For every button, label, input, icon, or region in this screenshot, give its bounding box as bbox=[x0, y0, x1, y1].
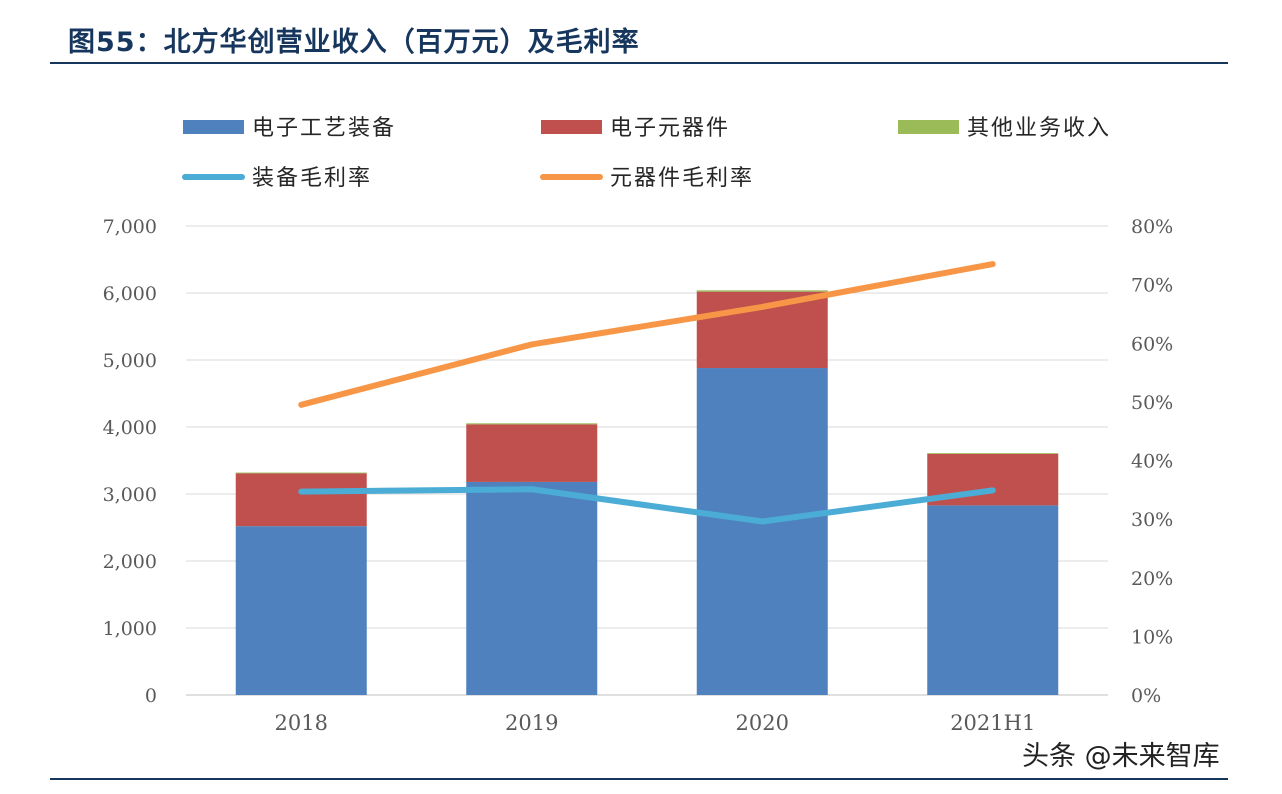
y-right-tick-label: 80% bbox=[1131, 216, 1173, 238]
y-left-tick-label: 7,000 bbox=[103, 216, 157, 238]
y-left-tick-label: 0 bbox=[145, 685, 157, 707]
lines bbox=[298, 261, 996, 525]
chart-title: 图55：北方华创营业收入（百万元）及毛利率 bbox=[68, 27, 640, 58]
legend-swatch bbox=[183, 120, 244, 134]
bar-segment bbox=[696, 368, 828, 695]
y-axis-left: 0 1,000 2,000 3,000 4,000 5,000 6,000 7,000 bbox=[103, 216, 157, 707]
legend-label: 电子元器件 bbox=[610, 116, 730, 141]
x-tick-label: 2021H1 bbox=[950, 711, 1035, 735]
y-right-tick-label: 20% bbox=[1131, 568, 1173, 590]
bottom-divider bbox=[50, 778, 1228, 780]
bar-segment bbox=[696, 291, 828, 369]
y-right-tick-label: 10% bbox=[1131, 626, 1173, 648]
bars bbox=[235, 290, 1059, 695]
legend-swatch bbox=[541, 120, 602, 134]
y-right-tick-label: 0% bbox=[1131, 685, 1161, 707]
x-tick-label: 2019 bbox=[505, 711, 558, 735]
bar-segment bbox=[466, 424, 598, 482]
legend-label: 其他业务收入 bbox=[967, 116, 1111, 141]
x-tick-label: 2018 bbox=[275, 711, 328, 735]
series-line bbox=[298, 486, 996, 525]
y-right-tick-label: 70% bbox=[1131, 275, 1173, 297]
y-right-tick-label: 60% bbox=[1131, 333, 1173, 355]
bar-segment bbox=[235, 472, 367, 474]
y-right-tick-label: 50% bbox=[1131, 392, 1173, 414]
y-left-tick-label: 1,000 bbox=[103, 618, 157, 640]
y-left-tick-label: 2,000 bbox=[103, 551, 157, 573]
bar-segment bbox=[235, 526, 367, 695]
x-axis: 2018 2019 2020 2021H1 bbox=[275, 711, 1036, 735]
x-tick-label: 2020 bbox=[736, 711, 789, 735]
watermark: 头条 @未来智库 bbox=[1022, 741, 1220, 772]
top-divider bbox=[50, 62, 1228, 64]
y-left-tick-label: 4,000 bbox=[103, 417, 157, 439]
y-right-tick-label: 30% bbox=[1131, 509, 1173, 531]
y-left-tick-label: 6,000 bbox=[103, 283, 157, 305]
bar-segment bbox=[466, 423, 598, 425]
legend-label: 装备毛利率 bbox=[252, 166, 372, 191]
legend-label: 元器件毛利率 bbox=[610, 166, 754, 191]
bar-segment bbox=[696, 290, 828, 292]
y-right-tick-label: 40% bbox=[1131, 451, 1173, 473]
series-line bbox=[298, 261, 996, 408]
legend-label: 电子工艺装备 bbox=[252, 116, 396, 141]
bar-segment bbox=[927, 505, 1059, 695]
bar-segment bbox=[927, 453, 1059, 454]
legend-swatch bbox=[898, 120, 959, 134]
y-left-tick-label: 5,000 bbox=[103, 350, 157, 372]
y-axis-right: 0% 10% 20% 30% 40% 50% 60% 70% 80% bbox=[1131, 216, 1173, 707]
bar-segment bbox=[466, 481, 598, 695]
y-left-tick-label: 3,000 bbox=[103, 484, 157, 506]
bar-segment bbox=[235, 473, 367, 527]
